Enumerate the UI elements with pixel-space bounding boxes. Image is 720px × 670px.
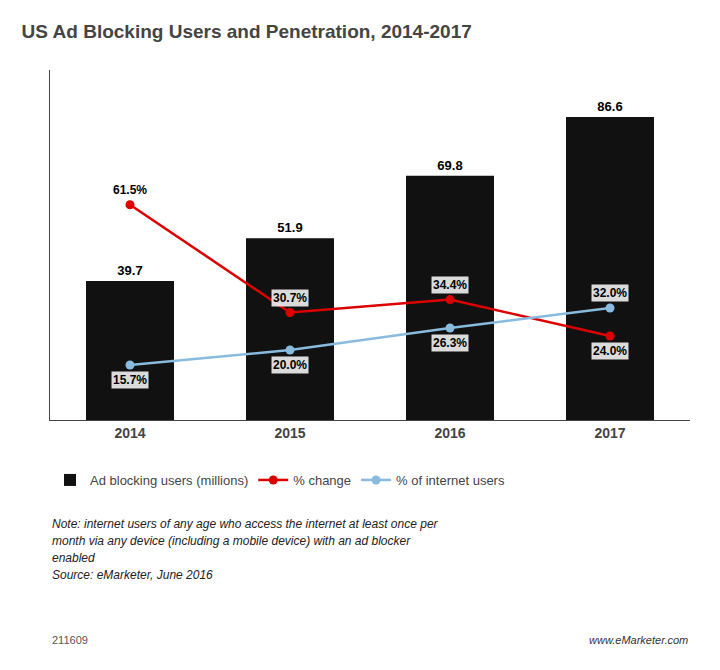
svg-text:Source: eMarketer, June 2016: Source: eMarketer, June 2016	[52, 568, 213, 582]
svg-text:30.7%: 30.7%	[273, 291, 307, 305]
svg-text:24.0%: 24.0%	[593, 344, 627, 358]
svg-text:enabled: enabled	[52, 551, 95, 565]
svg-text:69.8: 69.8	[437, 158, 462, 173]
svg-text:86.6: 86.6	[597, 99, 622, 114]
svg-text:Note: internet users of any ag: Note: internet users of any age who acce…	[52, 517, 439, 531]
svg-text:US Ad Blocking Users and Penet: US Ad Blocking Users and Penetration, 20…	[22, 21, 472, 42]
svg-text:15.7%: 15.7%	[113, 373, 147, 387]
svg-text:26.3%: 26.3%	[433, 336, 467, 350]
svg-text:2015: 2015	[274, 425, 305, 441]
svg-text:2017: 2017	[594, 425, 625, 441]
svg-text:% of internet users: % of internet users	[396, 473, 505, 488]
svg-text:61.5%: 61.5%	[113, 183, 147, 197]
svg-text:2014: 2014	[114, 425, 145, 441]
svg-text:% change: % change	[293, 473, 351, 488]
svg-text:20.0%: 20.0%	[273, 358, 307, 372]
svg-text:Ad blocking users (millions): Ad blocking users (millions)	[90, 473, 248, 488]
svg-text:month via any device (includin: month via any device (including a mobile…	[52, 534, 411, 548]
svg-text:2016: 2016	[434, 425, 465, 441]
svg-text:39.7: 39.7	[117, 263, 142, 278]
svg-text:51.9: 51.9	[277, 220, 302, 235]
svg-text:32.0%: 32.0%	[593, 286, 627, 300]
svg-text:www.eMarketer.com: www.eMarketer.com	[589, 634, 688, 646]
svg-text:211609: 211609	[52, 634, 88, 646]
svg-text:34.4%: 34.4%	[433, 278, 467, 292]
